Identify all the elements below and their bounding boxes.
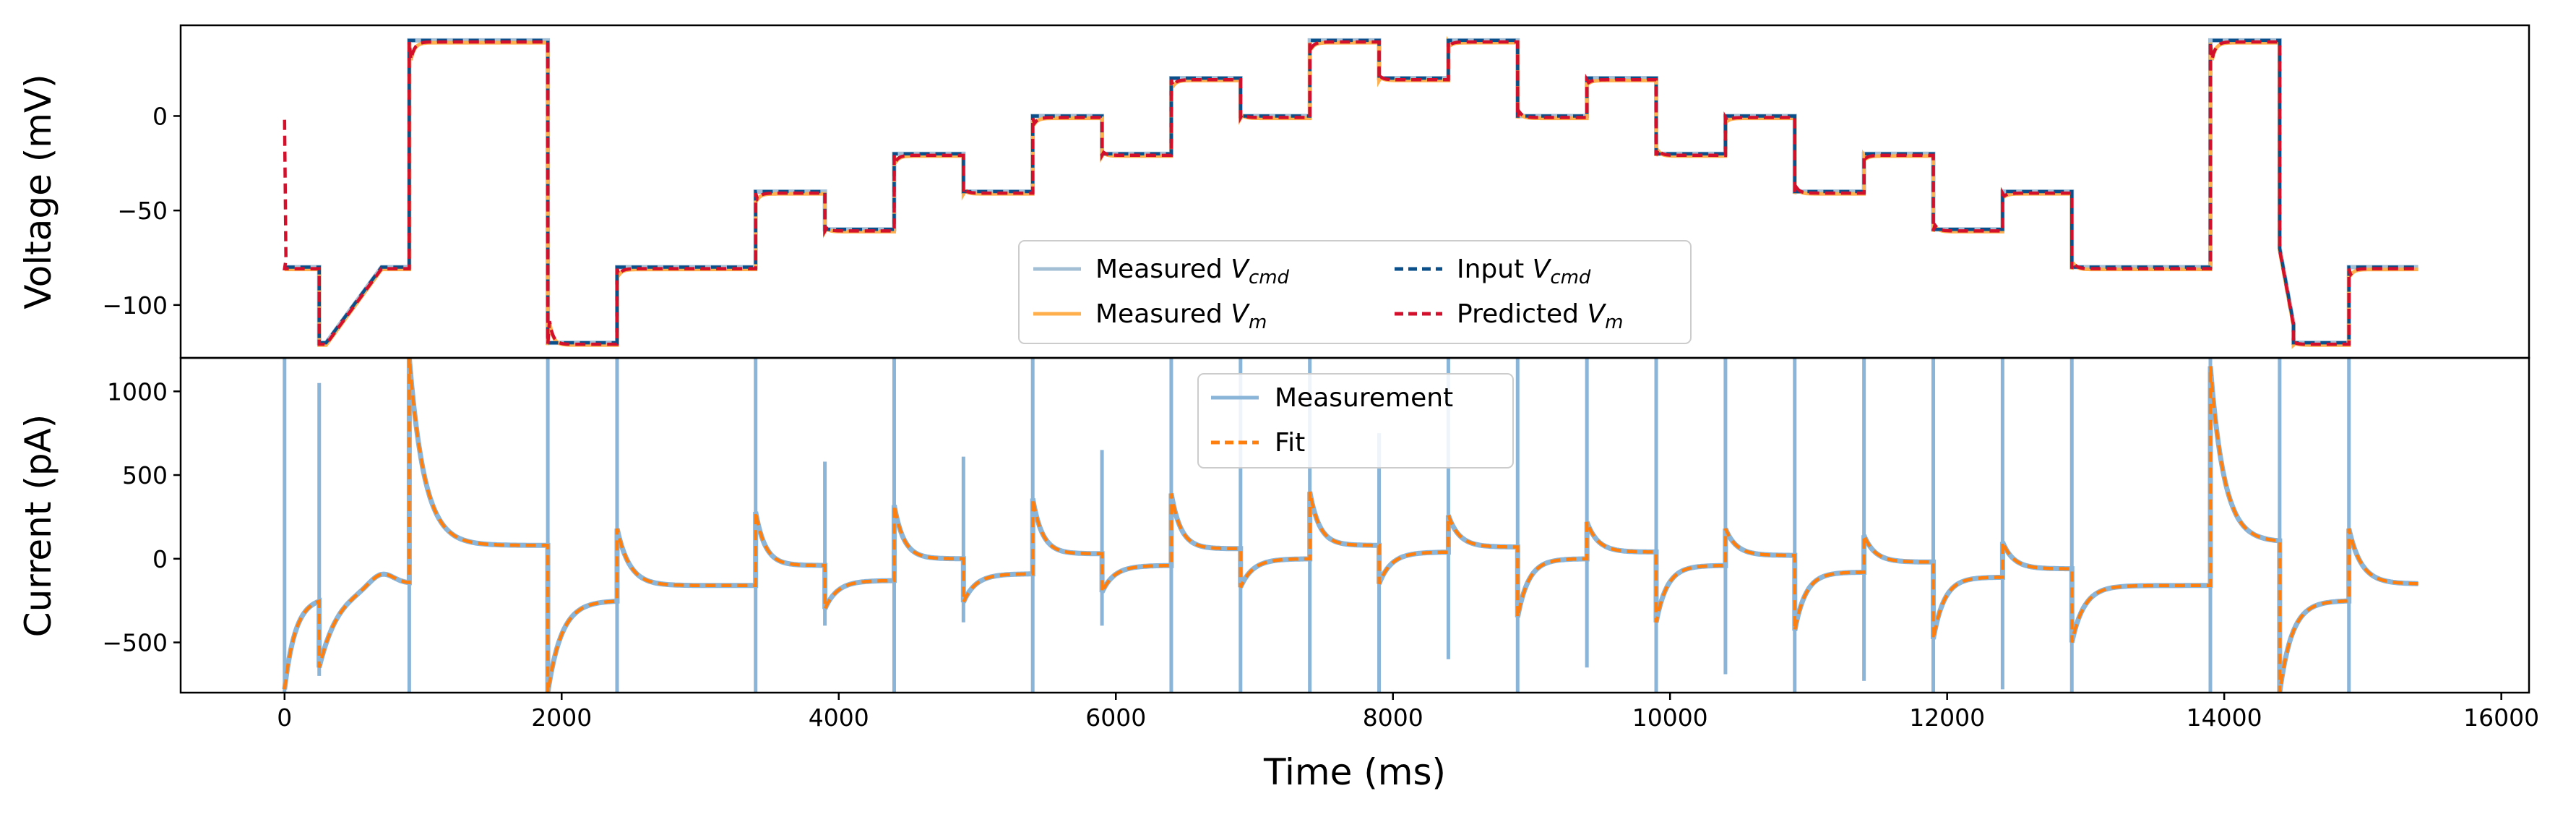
fit-line <box>283 358 2418 693</box>
current-y-tick-label: −500 <box>102 629 168 657</box>
current-y-ticks: 1000 500 0 −500 <box>102 377 181 657</box>
voltage-legend-entries: Measured Vcmd Input Vcmd Measured Vm Predic… <box>1033 254 1623 333</box>
time-axis-label: Time (ms) <box>1263 751 1446 793</box>
current-panel: 1000 500 0 −500 0 2000 4000 6000 8000 10000 12000… <box>17 358 2539 793</box>
voltage-y-ticks: 0 −50 −100 <box>102 102 181 320</box>
voltage-legend-label: Predicted Vm <box>1457 299 1623 333</box>
voltage-y-tick-label: −50 <box>117 197 168 225</box>
voltage-traces <box>283 35 2418 349</box>
time-x-tick-label: 12000 <box>1909 703 1985 732</box>
current-legend: Measurement Fit <box>1197 373 1514 469</box>
current-legend-label: Fit <box>1275 428 1305 458</box>
voltage-legend-frame <box>1018 240 1692 344</box>
time-x-tick-label: 10000 <box>1632 703 1708 732</box>
voltage-legend-label: Measured Vm <box>1095 299 1267 333</box>
voltage-y-tick-label: 0 <box>152 102 168 130</box>
current-traces <box>282 358 2418 693</box>
voltage-axis-label: Voltage (mV) <box>17 74 59 309</box>
predicted-vm-line <box>283 35 2418 348</box>
voltage-legend-label: Input Vcmd <box>1457 254 1591 288</box>
time-x-tick-label: 14000 <box>2187 703 2262 732</box>
time-x-tick-label: 2000 <box>531 703 592 732</box>
current-y-tick-label: 500 <box>122 461 168 489</box>
voltage-legend-label: Measured Vcmd <box>1095 254 1290 288</box>
voltage-y-tick-label: −100 <box>102 291 168 320</box>
current-legend-frame <box>1197 373 1514 469</box>
time-x-tick-label: 4000 <box>809 703 869 732</box>
current-axis-label: Current (pA) <box>17 414 59 638</box>
time-x-tick-label: 8000 <box>1363 703 1423 732</box>
time-x-ticks: 0 2000 4000 6000 8000 10000 12000 14000 16000 <box>277 693 2539 732</box>
current-legend-label: Measurement <box>1275 383 1453 413</box>
current-y-tick-label: 0 <box>152 545 168 573</box>
time-x-tick-label: 0 <box>277 703 292 732</box>
voltage-panel: 0 −50 −100 Voltage (mV) Measured Vcmd Input… <box>17 35 2418 349</box>
current-legend-entries: Measurement Fit <box>1211 383 1453 458</box>
current-y-tick-label: 1000 <box>107 377 168 406</box>
time-x-tick-label: 16000 <box>2463 703 2539 732</box>
time-x-tick-label: 6000 <box>1085 703 1146 732</box>
current-axes-frame <box>179 356 2530 694</box>
voltage-legend: Measured Vcmd Input Vcmd Measured Vm Predic… <box>1018 240 1692 344</box>
